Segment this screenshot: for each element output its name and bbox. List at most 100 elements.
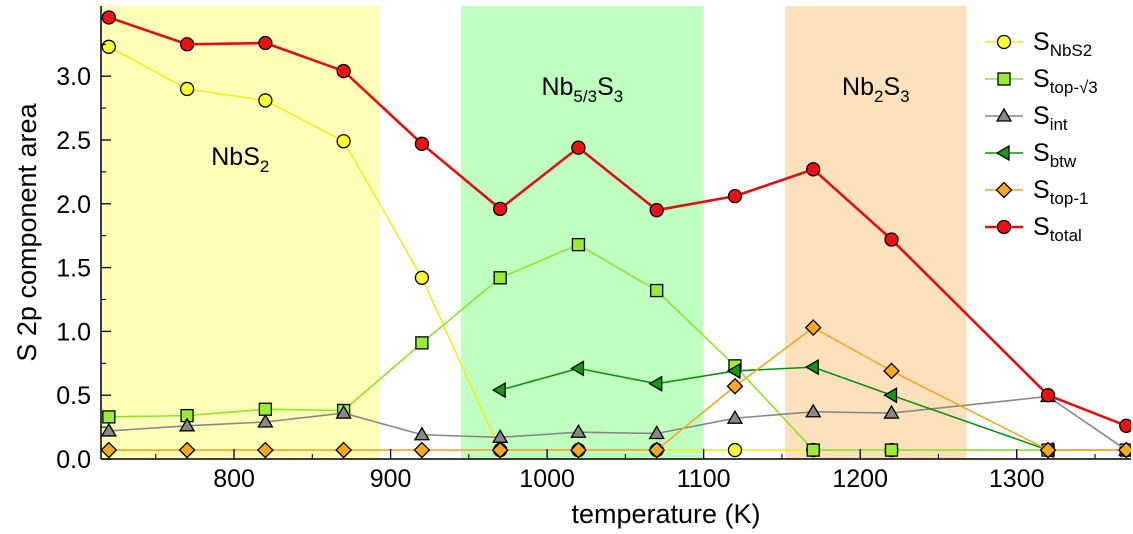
legend-label: Stop-1 <box>1033 176 1088 208</box>
data-point-total-11 <box>1040 388 1056 403</box>
data-point-total-8 <box>727 188 743 204</box>
x-tick-label: 1000 <box>519 465 575 493</box>
data-point-top-√3-10 <box>884 443 899 457</box>
legend-item-int: Sint <box>985 102 1068 134</box>
legend-item-top-√3: Stop-√3 <box>985 65 1098 97</box>
series-layer <box>101 10 1131 459</box>
y-tick-label: 2.0 <box>56 191 91 219</box>
data-point-total-9 <box>806 162 821 177</box>
data-point-top-1-11 <box>1039 441 1057 459</box>
data-point-int-4 <box>413 426 431 441</box>
legend-item-NbS2: SNbS2 <box>985 28 1092 60</box>
data-point-btw-3 <box>726 362 741 380</box>
legend-marker <box>995 181 1013 199</box>
y-tick-label: 3.0 <box>56 63 91 91</box>
data-point-int-6 <box>570 423 587 438</box>
data-point-total-7 <box>649 203 664 218</box>
legend-item-top-1: Stop-1 <box>985 176 1088 208</box>
data-point-int-9 <box>805 403 822 418</box>
region-label-0: NbS2 <box>211 143 269 176</box>
data-point-total-4 <box>414 136 430 151</box>
region-band-1 <box>461 6 704 459</box>
x-tick-label: 1300 <box>989 465 1045 493</box>
data-point-btw-5 <box>883 387 898 404</box>
data-point-top-1-9 <box>804 319 822 336</box>
data-point-top-√3-6 <box>571 237 586 252</box>
series-top-1 <box>101 319 1131 459</box>
x-tick-label: 1200 <box>832 465 888 493</box>
legend-label: Sint <box>1033 102 1068 134</box>
legend-marker <box>996 34 1012 50</box>
data-point-top-1-12 <box>1117 441 1131 459</box>
data-point-total-2 <box>258 35 273 51</box>
legend-marker <box>995 107 1013 122</box>
region-band-2 <box>785 6 967 459</box>
legend-marker <box>996 219 1012 235</box>
data-point-int-1 <box>178 417 196 432</box>
data-point-total-10 <box>884 232 899 247</box>
data-point-top-1-8 <box>726 377 744 395</box>
data-point-btw-1 <box>570 360 585 377</box>
data-point-top-1-6 <box>570 441 587 459</box>
region-label-2: Nb2S3 <box>842 73 910 106</box>
y-tick-label: 0.0 <box>56 446 91 474</box>
legend: SNbS2 Stop-√3 Sint Sbtw Stop-1 Stotal <box>985 28 1098 245</box>
data-point-top-1-10 <box>883 362 900 380</box>
data-point-NbS2-4 <box>414 270 430 285</box>
axes: 800 900 1000 1100 1200 1300 0.0 0.5 1.0 1.5 2.0 2.5… <box>12 6 1131 529</box>
y-tick-label: 0.5 <box>56 382 91 410</box>
data-point-int-3 <box>335 404 352 419</box>
data-point-top-√3-2 <box>258 402 273 416</box>
data-point-total-0 <box>101 10 116 25</box>
data-point-int-2 <box>257 413 274 428</box>
data-point-top-1-4 <box>413 441 431 459</box>
data-point-total-5 <box>493 201 508 217</box>
x-tick-label: 1100 <box>677 465 731 493</box>
data-point-NbS2-2 <box>258 93 273 108</box>
data-point-top-√3-5 <box>493 271 507 285</box>
data-point-top-1-1 <box>178 441 196 459</box>
data-point-total-1 <box>179 37 195 52</box>
legend-label: Sbtw <box>1033 139 1077 171</box>
data-point-top-√3-9 <box>806 443 820 457</box>
legend-item-btw: Sbtw <box>985 139 1077 171</box>
data-point-btw-4 <box>804 358 819 376</box>
y-tick-label: 1.5 <box>56 255 91 283</box>
series-total <box>101 10 1131 433</box>
data-point-NbS2-1 <box>179 81 195 97</box>
data-point-total-3 <box>336 63 351 79</box>
data-point-top-√3-0 <box>102 410 116 424</box>
data-point-int-10 <box>883 404 900 419</box>
data-point-top-√3-7 <box>650 283 664 298</box>
y-tick-label: 1.0 <box>56 318 91 346</box>
legend-label: SNbS2 <box>1033 28 1092 60</box>
data-point-btw-0 <box>491 381 506 399</box>
data-point-top-1-2 <box>256 441 274 459</box>
x-axis-title: temperature (K) <box>571 499 760 529</box>
data-point-NbS2-8 <box>727 442 743 458</box>
legend-marker <box>997 72 1011 86</box>
region-label-1: Nb5/3S3 <box>541 73 623 106</box>
data-point-NbS2-0 <box>101 39 116 54</box>
data-point-top-1-7 <box>648 441 666 459</box>
legend-marker <box>995 144 1010 162</box>
region-band-0 <box>101 6 380 459</box>
y-axis-title: S 2p component area <box>12 102 42 361</box>
data-point-top-√3-4 <box>415 336 429 350</box>
data-point-top-1-3 <box>335 441 353 459</box>
legend-item-total: Stotal <box>985 213 1082 245</box>
x-tick-label: 800 <box>213 465 255 493</box>
data-point-total-6 <box>571 140 586 155</box>
data-point-int-7 <box>648 425 665 440</box>
data-point-total-12 <box>1119 418 1131 433</box>
shaded-regions <box>101 6 967 459</box>
x-tick-label: 900 <box>370 465 412 493</box>
data-point-NbS2-3 <box>336 134 351 149</box>
data-point-btw-2 <box>648 375 663 392</box>
legend-label: Stotal <box>1033 213 1082 245</box>
y-tick-label: 2.5 <box>56 127 91 155</box>
data-point-top-1-5 <box>491 441 509 459</box>
legend-label: Stop-√3 <box>1033 65 1098 97</box>
